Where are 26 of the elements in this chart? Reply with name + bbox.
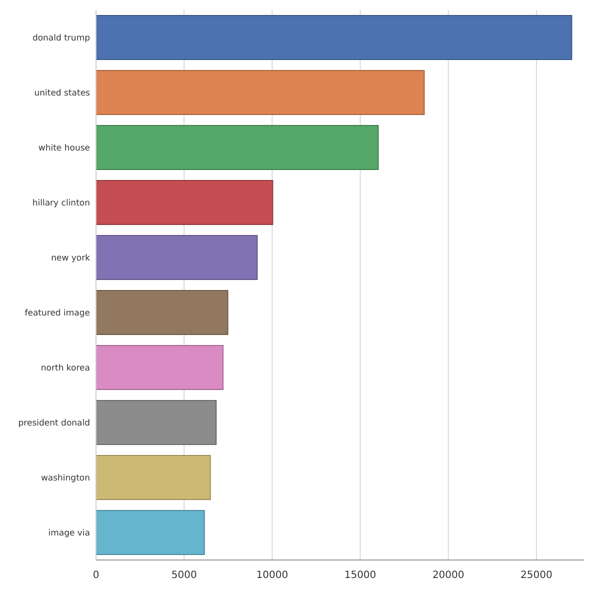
bar	[96, 290, 228, 335]
bar	[96, 455, 211, 500]
y-tick-label: image via	[48, 528, 90, 538]
y-tick-label: donald trump	[32, 33, 90, 44]
y-tick-label: new york	[51, 253, 90, 264]
x-tick-label: 0	[92, 570, 100, 581]
y-tick-label: washington	[40, 473, 90, 484]
bar	[96, 70, 425, 115]
y-tick-label: president donald	[18, 418, 90, 428]
x-tick-label: 20000	[432, 570, 464, 581]
y-tick-label: white house	[38, 143, 90, 154]
bar	[96, 125, 379, 170]
x-tick-label: 25000	[520, 570, 552, 581]
y-tick-label: featured image	[24, 308, 90, 318]
bar	[96, 180, 274, 225]
y-tick-label: united states	[34, 88, 91, 98]
x-tick-label: 15000	[344, 570, 376, 581]
y-tick-label: north korea	[40, 363, 90, 374]
bar	[96, 345, 224, 390]
x-tick-label: 10000	[256, 570, 288, 581]
bar	[96, 15, 572, 60]
x-tick-label: 5000	[171, 570, 197, 581]
bar	[96, 235, 258, 280]
bar	[96, 400, 217, 445]
y-tick-label: hillary clinton	[32, 198, 90, 208]
bar	[96, 510, 205, 555]
